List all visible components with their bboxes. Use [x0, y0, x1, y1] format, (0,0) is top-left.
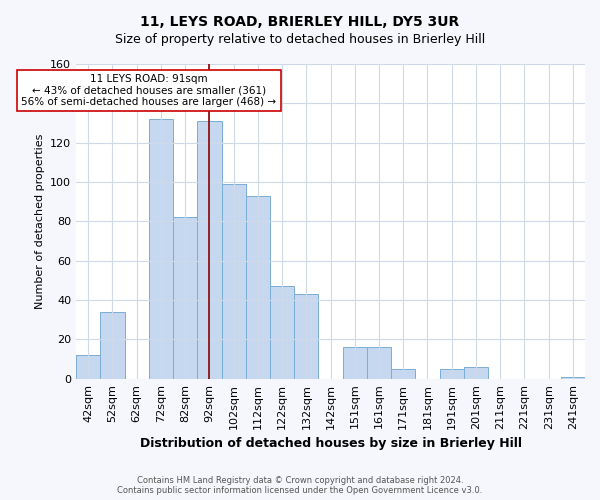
Bar	[246, 196, 270, 379]
Bar	[464, 367, 488, 379]
Bar	[440, 369, 464, 379]
Text: 11, LEYS ROAD, BRIERLEY HILL, DY5 3UR: 11, LEYS ROAD, BRIERLEY HILL, DY5 3UR	[140, 15, 460, 29]
Bar	[149, 119, 173, 379]
Bar	[294, 294, 319, 379]
Bar	[100, 312, 125, 379]
Text: 11 LEYS ROAD: 91sqm
← 43% of detached houses are smaller (361)
56% of semi-detac: 11 LEYS ROAD: 91sqm ← 43% of detached ho…	[21, 74, 277, 107]
Bar	[76, 355, 100, 379]
Bar	[391, 369, 415, 379]
X-axis label: Distribution of detached houses by size in Brierley Hill: Distribution of detached houses by size …	[140, 437, 521, 450]
Bar	[197, 121, 221, 379]
Bar	[221, 184, 246, 379]
Bar	[561, 377, 585, 379]
Bar	[270, 286, 294, 379]
Bar	[173, 218, 197, 379]
Bar	[343, 348, 367, 379]
Text: Contains HM Land Registry data © Crown copyright and database right 2024.
Contai: Contains HM Land Registry data © Crown c…	[118, 476, 482, 495]
Text: Size of property relative to detached houses in Brierley Hill: Size of property relative to detached ho…	[115, 32, 485, 46]
Y-axis label: Number of detached properties: Number of detached properties	[35, 134, 44, 309]
Bar	[367, 348, 391, 379]
